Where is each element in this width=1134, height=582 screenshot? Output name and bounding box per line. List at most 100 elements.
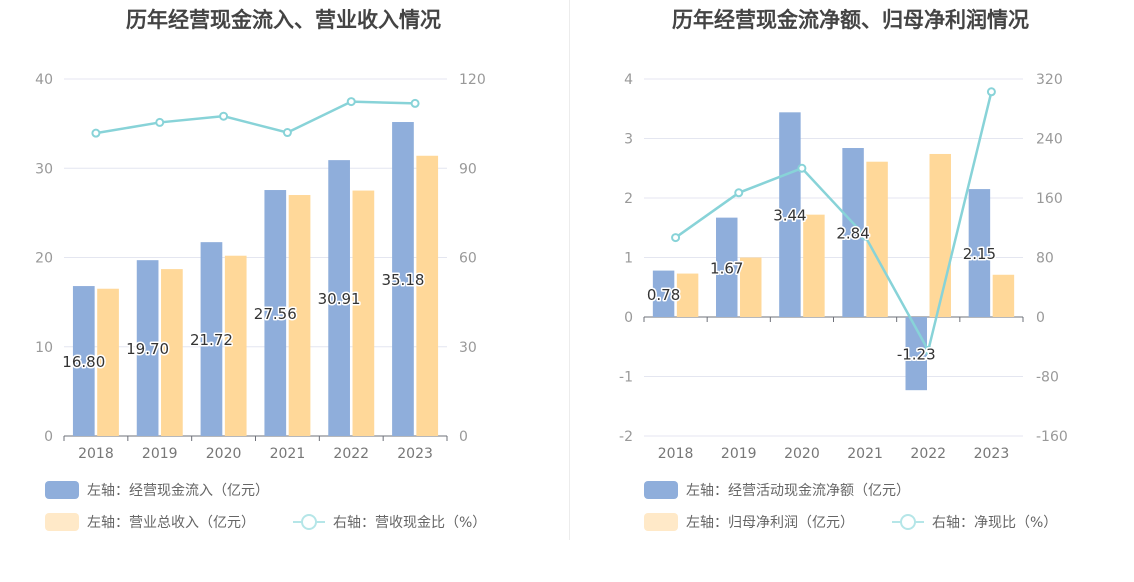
bar-2023-series-2	[416, 155, 439, 436]
bar-2022-series-2	[352, 190, 375, 436]
y-tick-left: 2	[624, 191, 633, 207]
data-label-2021: 2.84	[836, 225, 869, 243]
y-tick-right: 80	[1036, 251, 1054, 267]
bar-2019-series-1	[716, 217, 738, 317]
y-tick-left: 10	[35, 340, 53, 356]
legend-label: 左轴：经营现金流入（亿元）	[87, 483, 269, 499]
y-tick-left: 4	[624, 72, 633, 88]
legend-item-series-2[interactable]: 左轴：营业总收入（亿元）	[45, 512, 255, 532]
bar-2019-series-2	[740, 257, 762, 317]
data-label-2022: -1.23	[897, 346, 936, 364]
y-tick-left: -1	[619, 370, 633, 386]
data-label-2020: 21.72	[190, 331, 233, 349]
bar-2018-series-1	[652, 270, 675, 317]
line-series-path	[674, 91, 993, 354]
bar-swatch-icon	[644, 513, 678, 531]
bar-2020-series-2	[224, 255, 247, 436]
data-label-2022: 30.91	[318, 290, 361, 308]
data-label-2019: 19.70	[126, 340, 169, 358]
line-point-2020	[797, 163, 807, 173]
legend-item-series-3[interactable]: 右轴：营收现金比（%）	[293, 512, 486, 532]
x-tick-label: 2020	[784, 446, 820, 462]
line-point-2019	[155, 117, 165, 127]
chart-panel-cash-inflow: 历年经营现金流入、营业收入情况 0 10 20 30 40 0 30 60 90 120 2018 2…	[35, 8, 486, 532]
line-point-2020	[219, 111, 229, 121]
y-tick-left: -2	[619, 429, 633, 445]
data-label-2020: 3.44	[773, 207, 806, 225]
bar-2019-series-1	[136, 260, 159, 436]
bar-2020-series-1	[200, 242, 223, 436]
x-tick-label: 2023	[397, 446, 433, 462]
bar-swatch-icon	[644, 481, 678, 499]
line-point-2021	[282, 128, 292, 138]
y-tick-right: -160	[1036, 429, 1068, 445]
x-tick-label: 2021	[270, 446, 306, 462]
data-label-2018: 0.78	[647, 286, 680, 304]
y-tick-right: 240	[1036, 132, 1063, 148]
panel-divider	[569, 0, 570, 540]
data-label-2023: 2.15	[963, 245, 996, 263]
line-point-2018	[91, 128, 101, 138]
legend-item-series-3[interactable]: 右轴：净现比（%）	[892, 512, 1057, 532]
legend-label: 左轴：归母净利润（亿元）	[686, 515, 854, 531]
bar-2022-series-1	[905, 317, 927, 391]
data-label-2023: 35.18	[381, 271, 424, 289]
bar-2018-series-1	[72, 286, 95, 436]
bar-2023-series-2	[992, 274, 1015, 317]
y-tick-right: 320	[1036, 72, 1063, 88]
y-tick-right: -80	[1036, 370, 1059, 386]
y-tick-right: 0	[1036, 310, 1045, 326]
line-circle-swatch-icon	[293, 513, 325, 531]
legend-label: 右轴：净现比（%）	[932, 515, 1058, 531]
bar-swatch-icon	[45, 513, 79, 531]
line-point-2021	[860, 231, 870, 241]
data-label-2019: 1.67	[710, 259, 743, 277]
line-point-2018	[671, 233, 681, 243]
y-tick-left: 30	[35, 161, 53, 177]
bar-swatch-icon	[45, 481, 79, 499]
legend-label: 左轴：营业总收入（亿元）	[87, 515, 255, 531]
legend-item-series-1[interactable]: 左轴：经营活动现金流净额（亿元）	[644, 480, 910, 500]
legend-item-series-1[interactable]: 左轴：经营现金流入（亿元）	[45, 480, 269, 500]
x-tick-label: 2022	[333, 446, 369, 462]
y-tick-right: 160	[1036, 191, 1063, 207]
bar-2022-series-1	[328, 160, 350, 437]
chart-plot: 0 10 20 30 40 0 30 60 90 120 2018 2019 2020 2021 2022 2…	[35, 72, 486, 462]
x-tick-label: 2018	[658, 446, 694, 462]
bar-2020-series-2	[803, 214, 825, 317]
chart-plot: -2 -1 0 1 2 3 4 -160 -80 0 80 160 240 320 2018 2019 2020…	[619, 72, 1068, 462]
y-tick-left: 40	[35, 72, 53, 88]
line-point-2023	[410, 98, 420, 108]
line-point-2023	[986, 87, 996, 97]
bar-2021-series-1	[264, 190, 287, 436]
y-tick-left: 0	[624, 310, 633, 326]
y-tick-right: 90	[459, 161, 477, 177]
bar-2023-series-1	[968, 189, 991, 317]
bar-2021-series-2	[288, 195, 311, 436]
x-tick-label: 2018	[78, 446, 114, 462]
y-tick-left: 0	[44, 429, 53, 445]
bar-2023-series-1	[392, 122, 414, 437]
line-circle-swatch-icon	[892, 513, 924, 531]
line-series-path	[95, 100, 416, 135]
bar-2018-series-2	[97, 288, 119, 436]
y-tick-right: 60	[459, 251, 477, 267]
x-tick-label: 2022	[910, 446, 946, 462]
legend-label: 左轴：经营活动现金流净额（亿元）	[686, 483, 910, 499]
bar-2021-series-1	[842, 148, 864, 317]
x-tick-label: 2023	[974, 446, 1010, 462]
y-tick-left: 20	[35, 251, 53, 267]
legend-item-series-2[interactable]: 左轴：归母净利润（亿元）	[644, 512, 854, 532]
bar-2022-series-2	[929, 153, 951, 317]
x-tick-label: 2019	[142, 446, 178, 462]
chart-panel-net-cash-flow: 历年经营现金流净额、归母净利润情况 -2 -1 0 1 2 3 4 -160 -80 0 80 160…	[567, 0, 1134, 582]
chart-title: 历年经营现金流净额、归母净利润情况	[672, 8, 1029, 32]
x-tick-label: 2021	[847, 446, 883, 462]
bar-2021-series-2	[866, 161, 888, 317]
chart-title: 历年经营现金流入、营业收入情况	[126, 8, 441, 32]
y-tick-right: 0	[459, 429, 468, 445]
x-tick-label: 2020	[206, 446, 242, 462]
line-point-2022	[346, 97, 356, 107]
line-point-2022	[923, 345, 933, 355]
data-label-2021: 27.56	[254, 305, 297, 323]
